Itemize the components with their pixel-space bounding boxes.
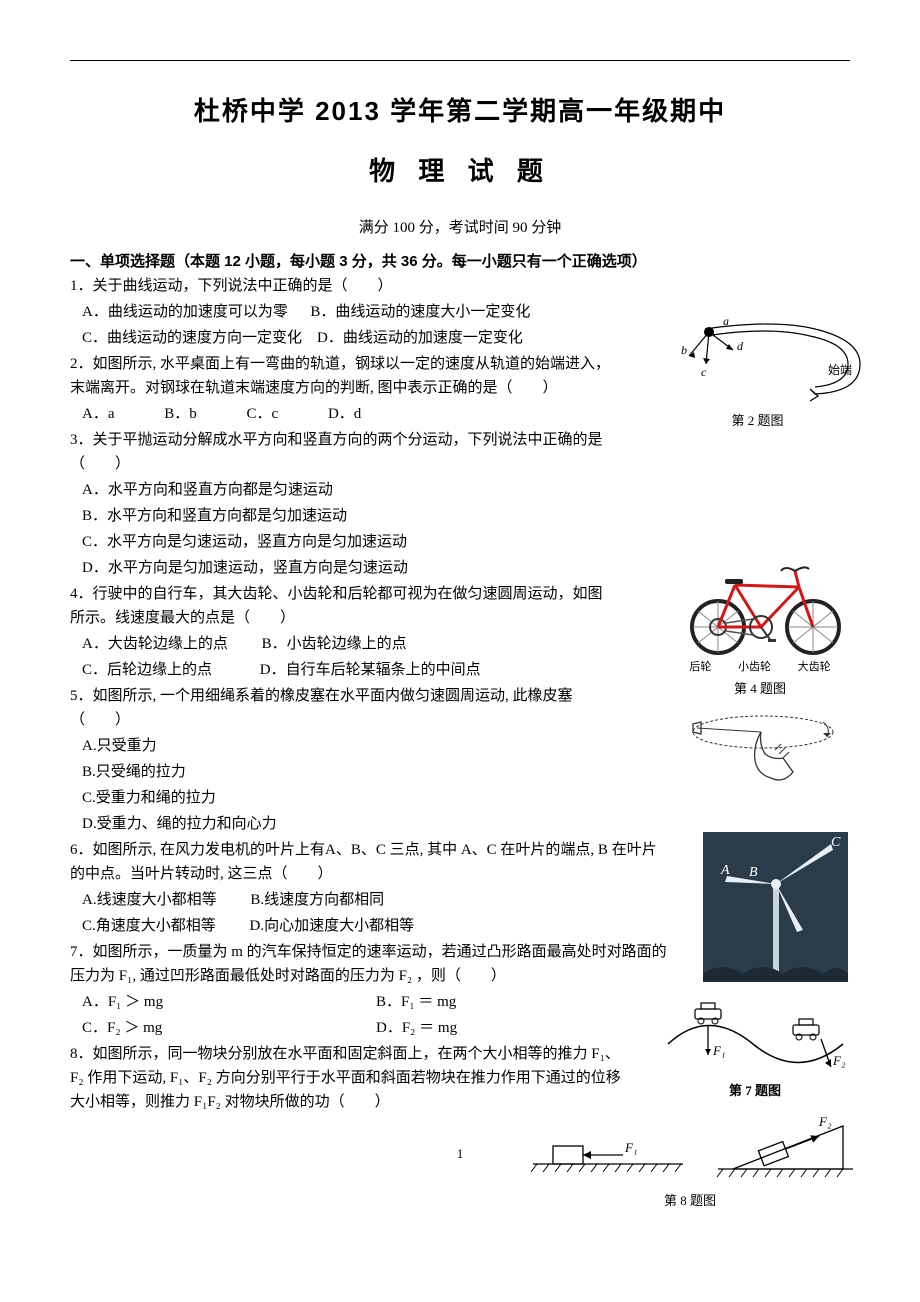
- q2-opt-d: D．d: [328, 406, 361, 422]
- q4-label-small: 小齿轮: [738, 659, 771, 677]
- q4-opts-row2: C．后轮边缘上的点 D．自行车后轮某辐条上的中间点: [70, 658, 610, 682]
- q8-stem-1: 8．如图所示，同一物块分别放在水平面和固定斜面上，在两个大小相等的推力 F₁、F…: [70, 1042, 630, 1114]
- q4-opt-c: C．后轮边缘上的点: [82, 658, 212, 682]
- q2-opts: A．a B．b C．c D．d: [70, 402, 610, 426]
- q2-opt-a: A．a: [82, 402, 115, 426]
- q7-opts-row2: C．F₂ ＞ mg D．F₂ ＝ mg: [70, 1016, 670, 1040]
- q4-opt-d: D．自行车后轮某辐条上的中间点: [260, 662, 481, 678]
- q3-opt-c: C．水平方向是匀速运动，竖直方向是匀加速运动: [70, 530, 610, 554]
- q4-block: 4．行驶中的自行车，其大齿轮、小齿轮和后轮都可视为在做匀速圆周运动，如图所示。线…: [70, 582, 610, 682]
- q3-opt-b: B．水平方向和竖直方向都是匀加速运动: [70, 504, 610, 528]
- road-bump-icon: F₁ F₂: [663, 999, 848, 1079]
- q4-label-big: 大齿轮: [798, 659, 831, 677]
- q5-stem: 5．如图所示, 一个用细绳系着的橡皮塞在水平面内做匀速圆周运动, 此橡皮塞（ ）: [70, 684, 610, 732]
- q6-opts-row1: A.线速度大小都相等 B.线速度方向都相同: [70, 888, 670, 912]
- q5-opt-c: C.受重力和绳的拉力: [70, 786, 610, 810]
- q8-label-F1: F₁: [624, 1140, 637, 1155]
- q4-label-rear: 后轮: [689, 659, 711, 677]
- q6-stem: 6．如图所示, 在风力发电机的叶片上有A、B、C 三点, 其中 A、C 在叶片的…: [70, 838, 670, 886]
- incline-plane-icon: F₁ F₂: [523, 1114, 858, 1189]
- q4-figure: 后轮 小齿轮 大齿轮 第 4 题图: [670, 549, 850, 699]
- q8-label-F2: F₂: [818, 1114, 832, 1129]
- top-rule: [70, 60, 850, 61]
- q1-opt-a: A．曲线运动的加速度可以为零: [82, 304, 288, 320]
- q7-opts-row1: A．F₁ ＞ mg B．F₁ ＝ mg: [70, 990, 670, 1014]
- q6-opt-d: D.向心加速度大小都相等: [250, 918, 415, 934]
- q1-opt-b: B．曲线运动的速度大小一定变化: [310, 304, 530, 320]
- q1-opt-d: D．曲线运动的加速度一定变化: [317, 330, 523, 346]
- q3-opt-d: D．水平方向是匀加速运动，竖直方向是匀速运动: [70, 556, 610, 580]
- exam-title-main: 杜桥中学 2013 学年第二学期高一年级期中: [70, 91, 850, 133]
- q6-figure: A B C: [700, 832, 850, 982]
- q7-stem: 7．如图所示，一质量为 m 的汽车保持恒定的速率运动，若通过凸形路面最高处时对路…: [70, 940, 670, 988]
- q6-block: 6．如图所示, 在风力发电机的叶片上有A、B、C 三点, 其中 A、C 在叶片的…: [70, 838, 670, 938]
- q4-opt-a: A．大齿轮边缘上的点: [82, 632, 228, 656]
- hand-whirl-icon: [683, 704, 848, 789]
- q7-caption: 第 7 题图: [660, 1081, 850, 1102]
- q3-block: 3．关于平抛运动分解成水平方向和竖直方向的两个分运动，下列说法中正确的是（ ） …: [70, 428, 610, 580]
- q7-opt-c: C．F₂ ＞ mg: [82, 1016, 376, 1040]
- q8-block: 8．如图所示，同一物块分别放在水平面和固定斜面上，在两个大小相等的推力 F₁、F…: [70, 1042, 610, 1114]
- q1-stem: 1．关于曲线运动，下列说法中正确的是（ ）: [70, 274, 850, 298]
- q5-figure: [680, 704, 850, 789]
- q4-stem: 4．行驶中的自行车，其大齿轮、小齿轮和后轮都可视为在做匀速圆周运动，如图所示。线…: [70, 582, 610, 630]
- q7-label-F2: F₂: [832, 1053, 846, 1068]
- q2-track-icon: a b c d 始端: [645, 314, 870, 409]
- q2-label-d: d: [737, 339, 744, 353]
- q1-opt-c: C．曲线运动的速度方向一定变化: [82, 330, 302, 346]
- exam-info: 满分 100 分，考试时间 90 分钟: [70, 216, 850, 240]
- content-wrap: 1．关于曲线运动，下列说法中正确的是（ ） A．曲线运动的加速度可以为零 B．曲…: [70, 274, 850, 1114]
- q3-opt-a: A．水平方向和竖直方向都是匀速运动: [70, 478, 610, 502]
- q6-label-A: A: [720, 863, 730, 878]
- q4-opt-b: B．小齿轮边缘上的点: [262, 636, 407, 652]
- exam-title-sub: 物 理 试 题: [70, 151, 850, 193]
- q6-label-C: C: [831, 835, 841, 850]
- q2-label-a: a: [723, 314, 729, 328]
- q2-label-start: 始端: [828, 363, 852, 377]
- windmill-icon: A B C: [703, 832, 848, 982]
- q8-stem-span: 8．如图所示，同一物块分别放在水平面和固定斜面上，在两个大小相等的推力 F₁、F…: [70, 1046, 621, 1110]
- q2-figure: a b c d 始端 第 2 题图: [645, 314, 870, 432]
- q6-opt-b: B.线速度方向都相同: [250, 892, 384, 908]
- q2-stem: 2．如图所示, 水平桌面上有一弯曲的轨道，钢球以一定的速度从轨道的始端进入，末端…: [70, 352, 610, 400]
- q7-opt-d: D．F₂ ＝ mg: [376, 1016, 670, 1040]
- q2-caption: 第 2 题图: [645, 411, 870, 432]
- q5-opt-b: B.只受绳的拉力: [70, 760, 610, 784]
- q4-labels-row: 后轮 小齿轮 大齿轮: [670, 659, 850, 677]
- q4-opts-row1: A．大齿轮边缘上的点 B．小齿轮边缘上的点: [70, 632, 610, 656]
- q4-caption: 第 4 题图: [670, 679, 850, 700]
- q2-label-b: b: [681, 343, 687, 357]
- q6-opts-row2: C.角速度大小都相等 D.向心加速度大小都相等: [70, 914, 670, 938]
- q7-figure: F₁ F₂ 第 7 题图: [660, 999, 850, 1102]
- q6-opt-c: C.角速度大小都相等: [82, 914, 216, 938]
- q7-block: 7．如图所示，一质量为 m 的汽车保持恒定的速率运动，若通过凸形路面最高处时对路…: [70, 940, 670, 1040]
- bicycle-icon: [673, 549, 848, 659]
- q7-opt-b: B．F₁ ＝ mg: [376, 990, 670, 1014]
- q2-block: 2．如图所示, 水平桌面上有一弯曲的轨道，钢球以一定的速度从轨道的始端进入，末端…: [70, 352, 610, 426]
- q6-label-B: B: [749, 865, 758, 880]
- q8-figure: F₁ F₂ 第 8 题图: [520, 1114, 860, 1212]
- q7-opt-a: A．F₁ ＞ mg: [82, 990, 376, 1014]
- q8-caption: 第 8 题图: [520, 1191, 860, 1212]
- q2-label-c: c: [701, 365, 707, 379]
- section-1-header: 一、单项选择题（本题 12 小题，每小题 3 分，共 36 分。每一小题只有一个…: [70, 250, 850, 274]
- q5-opt-a: A.只受重力: [70, 734, 610, 758]
- q2-opt-c: C．c: [247, 402, 279, 426]
- q7-label-F1: F₁: [712, 1043, 725, 1058]
- q5-opt-d: D.受重力、绳的拉力和向心力: [70, 812, 610, 836]
- q3-stem: 3．关于平抛运动分解成水平方向和竖直方向的两个分运动，下列说法中正确的是（ ）: [70, 428, 610, 476]
- q6-opt-a: A.线速度大小都相等: [82, 888, 217, 912]
- q2-opt-b: B．b: [164, 402, 197, 426]
- q5-block: 5．如图所示, 一个用细绳系着的橡皮塞在水平面内做匀速圆周运动, 此橡皮塞（ ）…: [70, 684, 610, 836]
